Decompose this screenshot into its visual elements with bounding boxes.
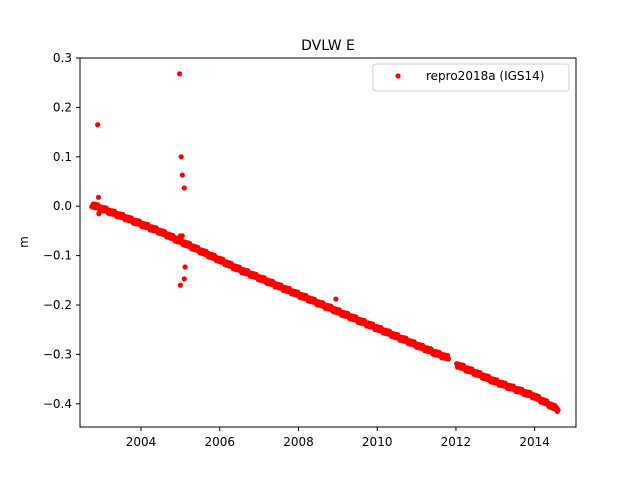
y-tick-label: 0.3: [53, 51, 72, 65]
outlier-point: [179, 172, 185, 178]
y-tick-label: −0.2: [43, 298, 72, 312]
x-tick-label: 2010: [362, 435, 393, 449]
y-tick-label: −0.4: [43, 397, 72, 411]
outlier-point: [95, 194, 102, 200]
x-tick-label: 2012: [441, 435, 472, 449]
outlier-point: [181, 276, 187, 282]
outlier-point: [95, 122, 101, 128]
data-point: [445, 356, 451, 362]
legend-box: [372, 63, 570, 92]
outlier-point: [182, 264, 188, 270]
y-tick-label: −0.3: [43, 347, 72, 361]
y-tick-label: 0.1: [53, 150, 72, 164]
y-axis-label: m: [17, 236, 31, 248]
y-tick-label: −0.1: [43, 249, 72, 263]
data-point: [555, 407, 561, 413]
y-tick-label: 0.2: [53, 100, 72, 114]
x-tick-label: 2006: [204, 435, 235, 449]
x-tick-label: 2004: [126, 435, 157, 449]
outlier-point: [176, 71, 183, 77]
x-tick-label: 2008: [283, 435, 314, 449]
outlier-point: [179, 233, 185, 239]
y-axis-ticks: 0.3 0.2 0.1 0.0 −0.1 −0.2 −0.3 −0.4: [43, 51, 80, 411]
legend: repro2018a (IGS14): [372, 63, 570, 92]
legend-label: repro2018a (IGS14): [426, 69, 544, 83]
outlier-point: [333, 296, 339, 302]
outlier-point: [96, 211, 102, 217]
x-tick-label: 2014: [519, 435, 550, 449]
plot-area-frame: [79, 57, 577, 428]
outlier-point: [177, 282, 183, 288]
chart-title: DVLW E: [301, 38, 355, 54]
y-tick-label: 0.0: [53, 199, 72, 213]
outlier-point: [178, 154, 184, 160]
legend-marker: [395, 73, 401, 79]
data-points: [89, 71, 561, 415]
outlier-point: [181, 185, 187, 191]
x-axis-ticks: 2004 2006 2008 2010 2012 2014: [126, 427, 550, 449]
